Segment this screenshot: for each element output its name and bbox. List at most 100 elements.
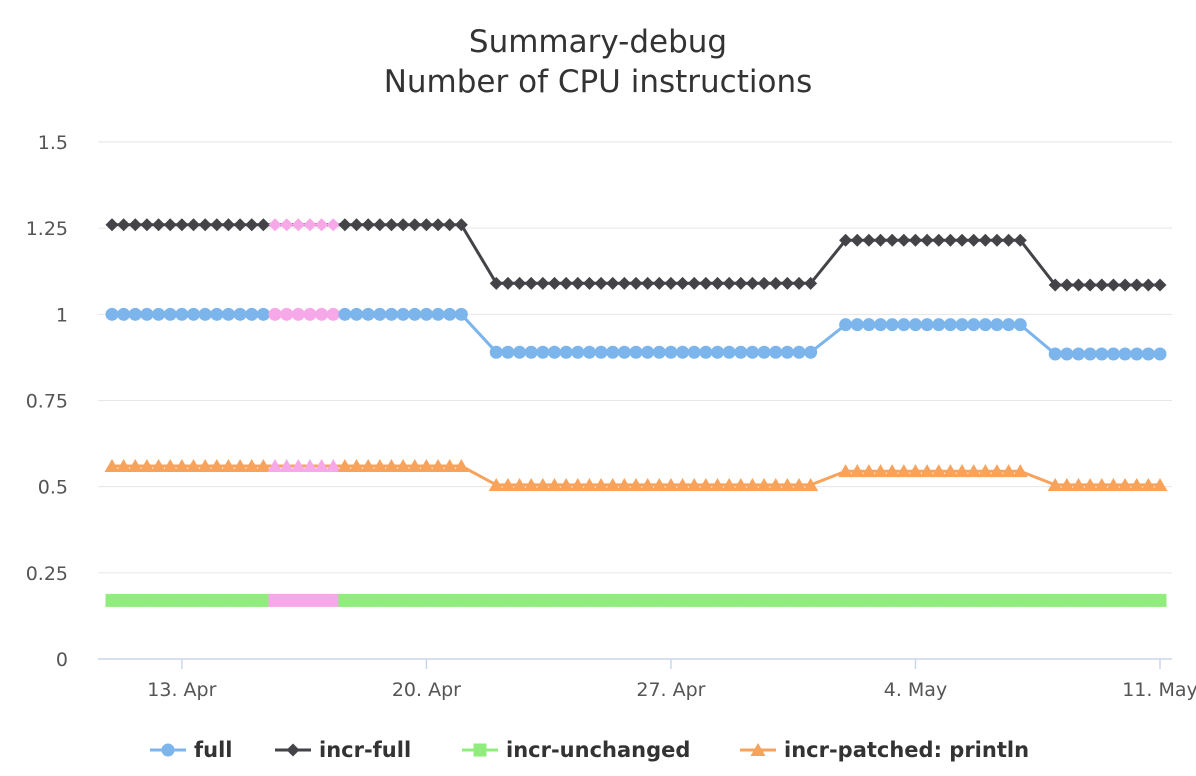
data-point bbox=[850, 593, 864, 607]
data-point bbox=[244, 458, 260, 472]
data-point bbox=[1118, 347, 1132, 361]
data-point bbox=[453, 458, 469, 472]
data-point bbox=[652, 593, 666, 607]
data-point bbox=[571, 345, 585, 359]
data-point bbox=[990, 318, 1004, 332]
data-point bbox=[524, 593, 538, 607]
data-point bbox=[874, 233, 888, 247]
data-point bbox=[361, 593, 375, 607]
data-point bbox=[535, 477, 551, 491]
chart-subtitle: Number of CPU instructions bbox=[384, 64, 813, 100]
data-point bbox=[338, 218, 352, 232]
data-point bbox=[105, 218, 119, 232]
data-point bbox=[1037, 593, 1051, 607]
legend-item[interactable]: incr-full bbox=[275, 738, 411, 762]
data-point bbox=[268, 218, 282, 232]
data-point bbox=[279, 458, 295, 472]
data-point bbox=[686, 477, 702, 491]
data-point bbox=[873, 464, 889, 478]
data-point bbox=[664, 593, 678, 607]
data-point bbox=[384, 307, 398, 321]
x-axis: 13. Apr 20. Apr 27. Apr 4. May 11. May bbox=[98, 658, 1196, 701]
data-point bbox=[337, 458, 353, 472]
data-point bbox=[769, 593, 783, 607]
data-point bbox=[1153, 347, 1167, 361]
data-point bbox=[408, 218, 422, 232]
data-point bbox=[245, 593, 259, 607]
data-point bbox=[559, 345, 573, 359]
data-point bbox=[338, 307, 352, 321]
data-point bbox=[966, 464, 982, 478]
y-tick-label: 1.5 bbox=[38, 132, 68, 154]
series-incr-full bbox=[105, 218, 1167, 292]
legend-item[interactable]: incr-patched: println bbox=[740, 738, 1029, 762]
data-point bbox=[850, 233, 864, 247]
data-point bbox=[221, 307, 235, 321]
data-point bbox=[769, 345, 783, 359]
data-point bbox=[162, 458, 178, 472]
data-point bbox=[175, 593, 189, 607]
data-point bbox=[290, 458, 306, 472]
series-line bbox=[112, 223, 1160, 287]
data-point bbox=[1105, 477, 1121, 491]
data-point bbox=[652, 345, 666, 359]
data-point bbox=[955, 233, 969, 247]
x-tick-label: 4. May bbox=[884, 679, 947, 701]
data-point bbox=[1130, 278, 1144, 292]
data-point bbox=[1013, 233, 1027, 247]
data-point bbox=[326, 218, 340, 232]
legend-marker-diamond-icon bbox=[286, 743, 300, 757]
data-point bbox=[489, 345, 503, 359]
data-point bbox=[1106, 278, 1120, 292]
data-point bbox=[1002, 593, 1016, 607]
data-point bbox=[105, 593, 119, 607]
data-point bbox=[547, 276, 561, 290]
legend-marker-square-icon bbox=[473, 743, 487, 757]
legend-marker-circle-icon bbox=[161, 743, 175, 757]
data-point bbox=[373, 218, 387, 232]
data-point bbox=[302, 458, 318, 472]
data-point bbox=[804, 276, 818, 290]
data-point bbox=[745, 276, 759, 290]
data-point bbox=[617, 593, 631, 607]
data-point bbox=[360, 458, 376, 472]
data-point bbox=[804, 593, 818, 607]
data-point bbox=[361, 218, 375, 232]
data-point bbox=[699, 593, 713, 607]
data-point bbox=[1152, 477, 1168, 491]
x-tick-label: 11. May bbox=[1122, 679, 1196, 701]
data-point bbox=[664, 276, 678, 290]
data-point bbox=[454, 593, 468, 607]
data-point bbox=[419, 218, 433, 232]
data-point bbox=[839, 318, 853, 332]
data-point bbox=[536, 276, 550, 290]
data-point bbox=[280, 307, 294, 321]
data-point bbox=[571, 593, 585, 607]
data-point bbox=[187, 218, 201, 232]
legend-label: full bbox=[194, 738, 232, 762]
data-point bbox=[1070, 477, 1086, 491]
data-point bbox=[711, 276, 725, 290]
data-point bbox=[932, 593, 946, 607]
data-point bbox=[593, 477, 609, 491]
data-point bbox=[466, 593, 480, 607]
data-point bbox=[1002, 233, 1016, 247]
data-point bbox=[919, 464, 935, 478]
data-point bbox=[163, 307, 177, 321]
data-point bbox=[967, 318, 981, 332]
legend-item[interactable]: full bbox=[150, 738, 232, 762]
data-point bbox=[896, 464, 912, 478]
data-point bbox=[1060, 347, 1074, 361]
data-point bbox=[454, 218, 468, 232]
legend-item[interactable]: incr-unchanged bbox=[462, 738, 690, 762]
data-point bbox=[942, 464, 958, 478]
data-point bbox=[641, 593, 655, 607]
data-point bbox=[955, 593, 969, 607]
data-point bbox=[163, 218, 177, 232]
data-point bbox=[744, 477, 760, 491]
y-tick-label: 1 bbox=[56, 304, 68, 326]
data-point bbox=[303, 593, 317, 607]
data-point bbox=[117, 307, 131, 321]
data-point bbox=[897, 593, 911, 607]
